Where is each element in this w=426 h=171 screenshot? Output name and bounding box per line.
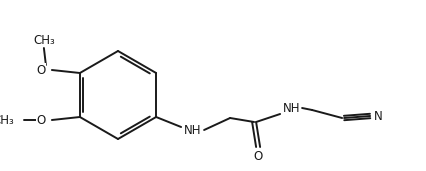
Text: O: O [37, 63, 46, 76]
Text: CH₃: CH₃ [33, 34, 55, 47]
Text: O: O [37, 114, 46, 127]
Text: O: O [253, 150, 263, 163]
Text: NH: NH [283, 102, 301, 115]
Text: N: N [374, 109, 383, 122]
Text: CH₃: CH₃ [0, 114, 14, 127]
Text: NH: NH [184, 123, 202, 136]
